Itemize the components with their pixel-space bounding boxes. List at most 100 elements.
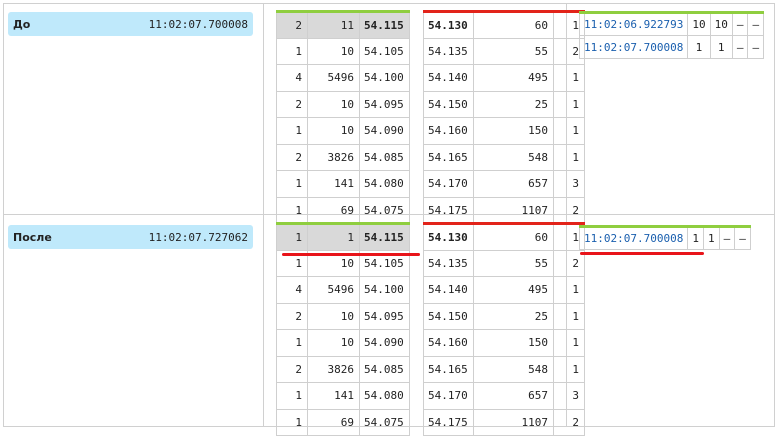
table-cell: 1 <box>553 329 585 357</box>
table-cell: 54.135 <box>423 38 474 65</box>
table-cell: 1 <box>276 382 308 410</box>
table-cell: 54.150 <box>423 303 474 330</box>
table-cell: 657 <box>473 382 554 410</box>
table-cell: 54.175 <box>423 409 474 436</box>
table-row: 11:02:06.922793 10 10– – <box>578 12 765 36</box>
table-cell: 69 <box>307 409 360 436</box>
section-label: До <box>13 17 31 31</box>
table-cell: 1 <box>553 117 585 145</box>
table-row: 54.135 55 2 <box>423 38 585 65</box>
table-row: 54.175 1107 2 <box>423 409 585 436</box>
table-cell: 2 <box>276 356 308 383</box>
table-cell: 54.140 <box>423 64 474 92</box>
table-cell: 1 <box>276 329 308 357</box>
table-cell: 11:02:07.700008 <box>578 226 689 250</box>
table-cell: 10 <box>307 329 360 357</box>
table-cell: 1 <box>553 356 585 383</box>
table-cell: 54.175 <box>423 197 474 224</box>
table-cell: 10 <box>687 12 711 36</box>
table-cell: 1107 <box>473 197 554 224</box>
table-cell: 495 <box>473 276 554 304</box>
table-cell: 1 <box>553 303 585 330</box>
table-cell: 54.170 <box>423 382 474 410</box>
table-cell: 54.100 <box>359 276 410 304</box>
table-cell: 1 <box>710 35 733 59</box>
section-time: 11:02:07.727062 <box>148 230 248 244</box>
table-cell: 10 <box>307 303 360 330</box>
table-cell: 548 <box>473 356 554 383</box>
table-row: 2 3826 54.085 <box>276 144 410 171</box>
table-cell: 1 <box>553 276 585 304</box>
table-cell: 1 <box>553 91 585 118</box>
table-cell: 1 <box>307 223 360 251</box>
table-row: 54.170 657 3 <box>423 382 585 410</box>
table-cell: – <box>732 35 749 59</box>
table-row: 54.175 1107 2 <box>423 197 585 224</box>
table-cell: 3 <box>553 170 585 198</box>
table-row: 1 141 54.080 <box>276 382 410 410</box>
table-row: 2 10 54.095 <box>276 91 410 118</box>
table-row: 1 10 54.090 <box>276 117 410 145</box>
table-cell: 1 <box>276 117 308 145</box>
table-cell: 141 <box>307 170 360 198</box>
table-row: 4 5496 54.100 <box>276 64 410 92</box>
table-cell: 25 <box>473 91 554 118</box>
table-cell: 54.165 <box>423 356 474 383</box>
bids-table: 2 11 54.115 1 10 54.105 4 5496 54.100 2 10 54.095 1 1… <box>276 10 410 224</box>
table-row: 1 10 54.105 <box>276 38 410 65</box>
column-divider <box>263 4 264 426</box>
section-header-after: После 11:02:07.727062 <box>8 225 253 249</box>
trades-table: 11:02:07.700008 1 1– – <box>578 225 751 250</box>
table-cell: – <box>747 35 765 59</box>
table-cell: 54.095 <box>359 303 410 330</box>
section-label: После <box>13 230 52 244</box>
table-cell: 3826 <box>307 356 360 383</box>
table-row: 54.150 25 1 <box>423 91 585 118</box>
table-cell: 54.135 <box>423 250 474 277</box>
table-cell: 10 <box>307 91 360 118</box>
table-row: 1 10 54.090 <box>276 329 410 357</box>
table-row: 54.130 60 1 <box>423 11 585 39</box>
table-cell: 54.105 <box>359 38 410 65</box>
table-cell: 54.100 <box>359 64 410 92</box>
table-cell: 2 <box>276 91 308 118</box>
table-cell: 1 <box>703 226 720 250</box>
table-cell: 141 <box>307 382 360 410</box>
table-cell: 495 <box>473 64 554 92</box>
table-cell: 25 <box>473 303 554 330</box>
table-row: 54.170 657 3 <box>423 170 585 198</box>
table-row: 1 69 54.075 <box>276 409 410 436</box>
highlight-underline <box>580 252 704 255</box>
table-cell: 5496 <box>307 64 360 92</box>
table-row: 54.160 150 1 <box>423 329 585 357</box>
table-row: 11:02:07.700008 1 1– – <box>578 226 751 250</box>
table-cell: 1 <box>276 409 308 436</box>
table-cell: 54.150 <box>423 91 474 118</box>
table-cell: 657 <box>473 170 554 198</box>
table-cell: 1 <box>276 38 308 65</box>
table-cell: 54.115 <box>359 223 410 251</box>
trades-table: 11:02:06.922793 10 10– –11:02:07.700008 1 1– – <box>578 11 765 59</box>
table-cell: 4 <box>276 64 308 92</box>
table-cell: 2 <box>276 144 308 171</box>
table-row: 54.160 150 1 <box>423 117 585 145</box>
table-cell: 11:02:06.922793 <box>578 12 689 36</box>
table-cell: 1 <box>553 64 585 92</box>
table-cell: 54.170 <box>423 170 474 198</box>
section-time: 11:02:07.700008 <box>148 17 248 31</box>
table-cell: 2 <box>553 197 585 224</box>
table-cell: – <box>747 12 765 36</box>
table-cell: 10 <box>710 12 733 36</box>
table-cell: 55 <box>473 250 554 277</box>
table-cell: 150 <box>473 329 554 357</box>
table-cell: 54.130 <box>423 223 474 251</box>
table-cell: 60 <box>473 11 554 39</box>
table-cell: 69 <box>307 197 360 224</box>
table-cell: 1 <box>553 144 585 171</box>
asks-table: 54.130 60 1 54.135 55 2 54.140 495 1 54.150 25 1 54.… <box>423 10 585 224</box>
table-cell: 54.075 <box>359 197 410 224</box>
table-row: 54.165 548 1 <box>423 144 585 171</box>
table-row: 54.140 495 1 <box>423 64 585 92</box>
table-cell: 54.090 <box>359 329 410 357</box>
table-cell: 54.160 <box>423 329 474 357</box>
